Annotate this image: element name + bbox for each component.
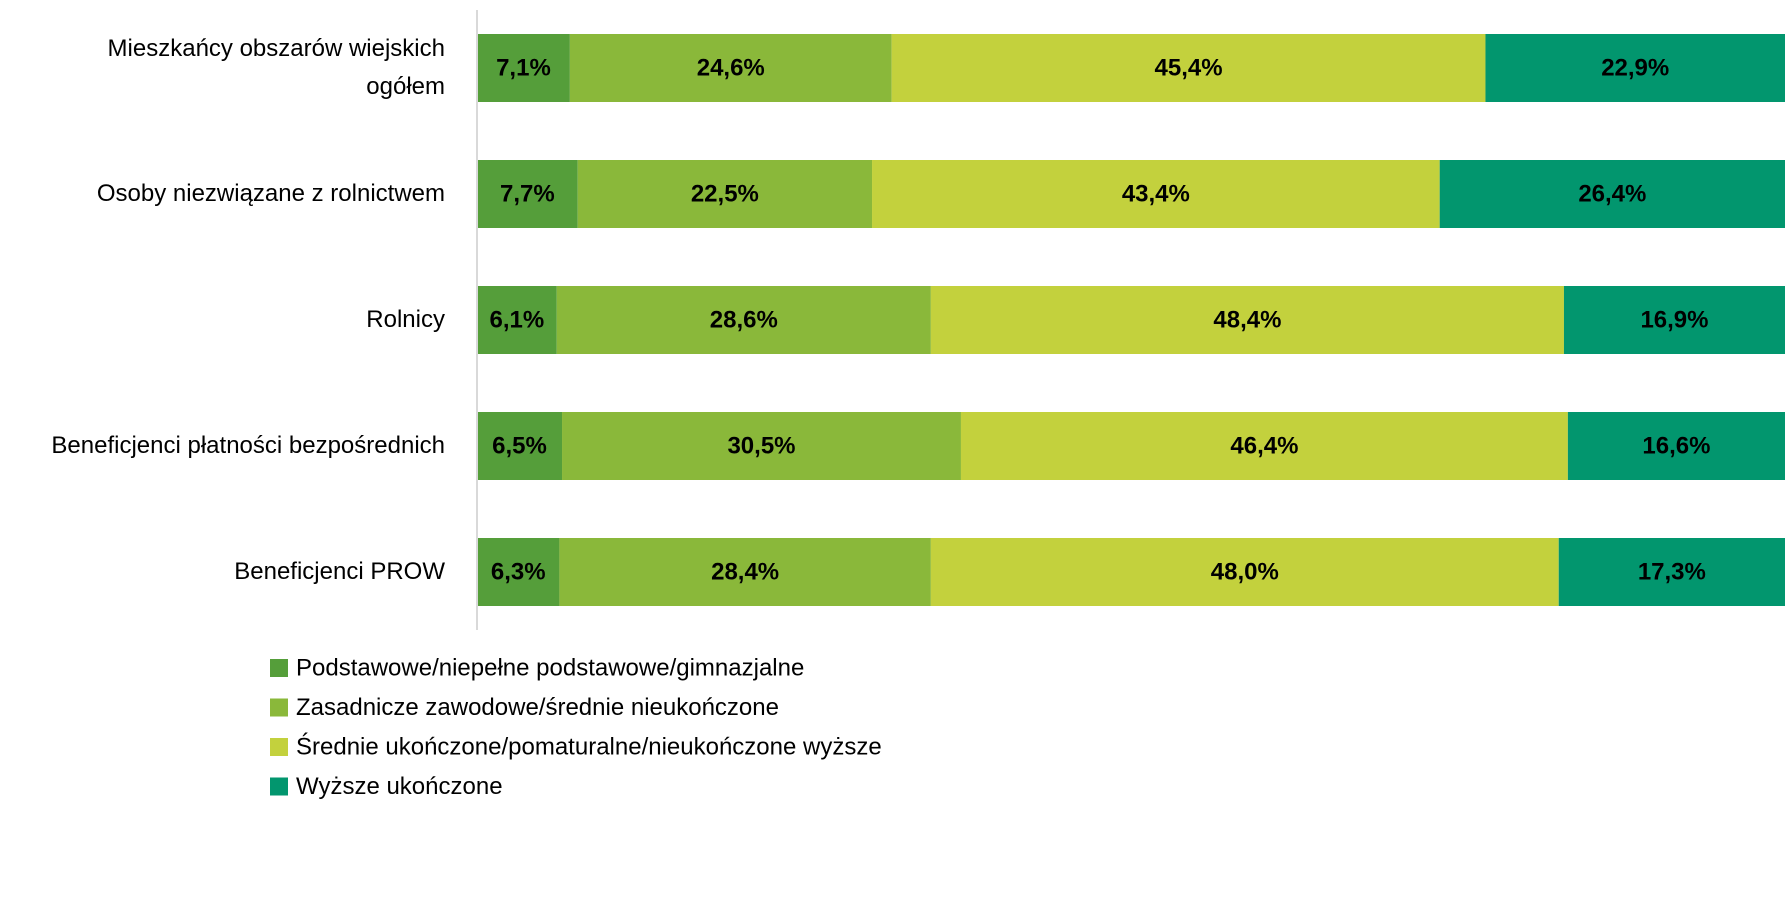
value-label: 6,1% [490,307,545,334]
value-label: 45,4% [1155,55,1223,82]
bar-segment [960,412,1568,480]
legend-label: Średnie ukończone/pomaturalne/nieukończo… [296,733,882,761]
value-label: 22,5% [691,181,759,208]
value-label: 6,5% [492,433,547,460]
value-label: 26,4% [1578,181,1646,208]
value-label: 6,3% [491,559,546,586]
bar-segment [872,160,1440,228]
value-label: 7,1% [496,55,551,82]
value-label: 17,3% [1638,559,1706,586]
value-label: 28,6% [710,307,778,334]
legend-label: Wyższe ukończone [296,773,503,800]
bar-segment [477,538,560,606]
bar-segment [477,34,570,102]
value-label: 30,5% [727,433,795,460]
value-label: 48,4% [1213,307,1281,334]
legend-label: Zasadnicze zawodowe/średnie nieukończone [296,694,779,721]
bar-segment [477,286,557,354]
category-label: Beneficjenci płatności bezpośrednich [51,432,445,459]
value-label: 7,7% [500,181,555,208]
value-label: 22,9% [1601,55,1669,82]
value-label: 43,4% [1122,181,1190,208]
legend-label: Podstawowe/niepełne podstawowe/gimnazjal… [296,655,804,682]
bar-segment [477,160,578,228]
value-label: 24,6% [697,55,765,82]
value-label: 16,6% [1642,433,1710,460]
bar-segment [569,34,892,102]
legend-swatch [270,777,288,796]
value-label: 46,4% [1230,433,1298,460]
legend-swatch [270,738,288,756]
bar-segment [556,286,931,354]
legend-swatch [270,659,288,677]
bar-segment [1567,412,1785,480]
bar-segment [891,34,1486,102]
bar-segment [559,538,931,606]
category-label: Rolnicy [366,306,445,333]
bar-segment [477,412,563,480]
bar-segment [1563,286,1785,354]
legend-swatch [270,698,288,717]
value-label: 28,4% [711,559,779,586]
bar-segment [577,160,873,228]
category-label: Beneficjenci PROW [234,558,445,585]
bar-segment [930,538,1559,606]
value-label: 48,0% [1211,559,1279,586]
value-label: 16,9% [1640,307,1708,334]
bar-segment [562,412,961,480]
bar-segment [1558,538,1785,606]
bar-segment [1439,160,1785,228]
category-label: Mieszkańcy obszarów wiejskich ogółem [107,35,445,100]
category-label: Osoby niezwiązane z rolnictwem [96,180,445,207]
bar-segment [930,286,1564,354]
bar-segment [1485,34,1785,102]
